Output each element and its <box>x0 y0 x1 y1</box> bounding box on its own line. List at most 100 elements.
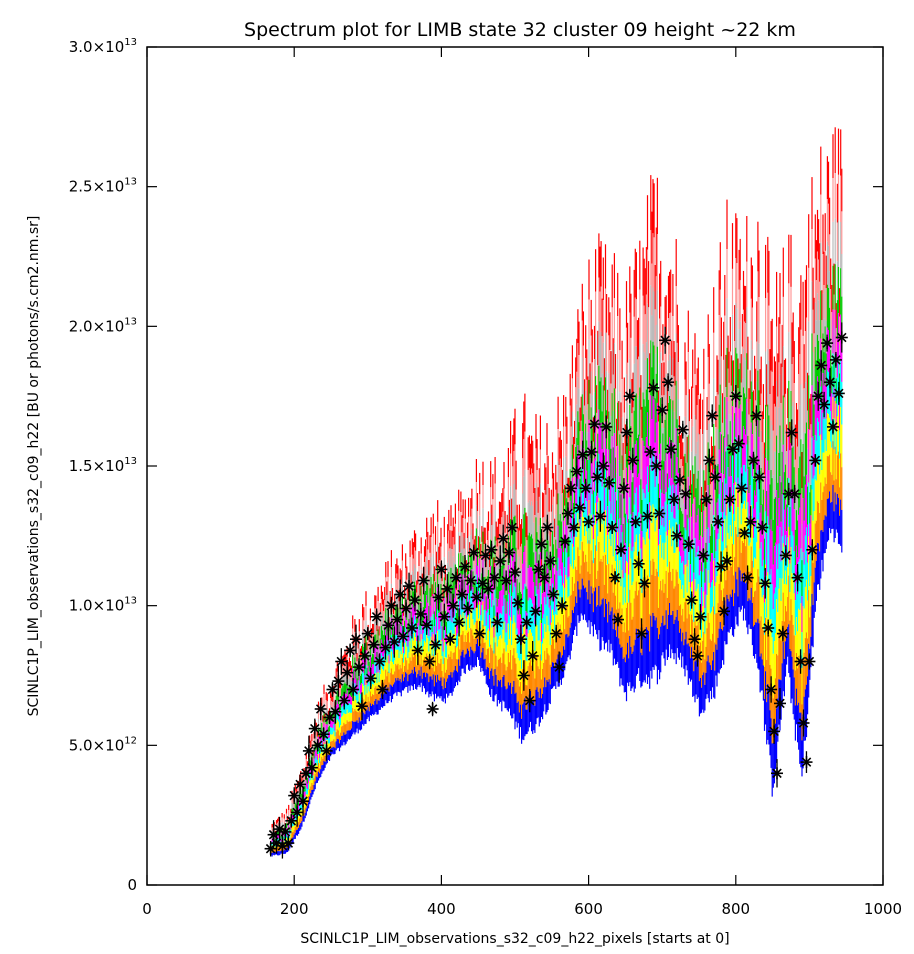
star-marker <box>547 588 560 601</box>
star-marker <box>341 666 354 679</box>
star-marker <box>668 493 680 506</box>
star-marker <box>591 471 604 484</box>
star-marker <box>700 493 713 506</box>
star-marker <box>550 627 563 640</box>
star-marker <box>735 482 748 495</box>
star-marker <box>556 599 569 612</box>
star-marker <box>491 616 504 629</box>
star-marker <box>688 633 701 646</box>
star-marker <box>609 571 622 584</box>
star-marker <box>514 633 527 646</box>
chart-title: Spectrum plot for LIMB state 32 cluster … <box>244 19 796 41</box>
star-marker <box>500 574 513 587</box>
star-marker <box>691 649 704 662</box>
star-marker <box>376 683 389 696</box>
star-marker <box>411 644 424 657</box>
star-marker <box>721 555 733 567</box>
star-marker <box>388 636 401 648</box>
star-marker <box>641 510 654 523</box>
star-marker <box>453 616 466 629</box>
star-marker <box>756 521 769 534</box>
star-marker <box>759 577 772 590</box>
star-marker <box>670 529 683 542</box>
star-marker <box>509 566 521 579</box>
star-marker <box>329 705 342 718</box>
star-marker <box>535 538 548 551</box>
star-marker <box>326 683 339 696</box>
star-marker <box>279 825 292 838</box>
star-marker <box>656 404 669 417</box>
star-marker <box>615 543 627 556</box>
star-marker <box>665 443 677 456</box>
star-marker <box>703 454 716 467</box>
star-marker <box>673 474 686 486</box>
star-marker <box>323 711 336 724</box>
star-marker <box>753 471 766 484</box>
star-marker <box>559 535 571 548</box>
star-marker <box>582 515 595 528</box>
star-marker <box>709 471 722 484</box>
star-marker <box>579 482 592 495</box>
star-marker <box>497 532 510 545</box>
star-marker <box>488 571 501 584</box>
star-marker <box>494 555 507 567</box>
star-marker <box>467 546 480 559</box>
star-marker <box>441 582 454 595</box>
star-marker <box>750 409 763 422</box>
star-marker <box>526 649 539 662</box>
star-marker <box>320 744 333 757</box>
star-marker <box>358 649 371 662</box>
star-marker <box>332 675 345 688</box>
star-marker <box>603 476 616 489</box>
star-marker <box>335 655 348 668</box>
star-marker <box>438 610 451 623</box>
star-marker <box>370 610 383 623</box>
star-marker <box>353 661 365 674</box>
star-marker <box>747 454 760 467</box>
star-marker <box>379 641 392 654</box>
star-marker <box>408 594 421 607</box>
star-marker <box>373 655 386 668</box>
star-marker <box>414 608 427 620</box>
star-marker <box>694 610 707 623</box>
star-marker <box>597 460 610 472</box>
star-marker <box>367 638 380 651</box>
star-marker <box>308 722 321 735</box>
star-marker <box>588 418 601 431</box>
star-marker <box>382 619 395 632</box>
star-marker <box>676 423 689 436</box>
star-marker <box>632 557 645 570</box>
star-marker <box>567 521 580 534</box>
star-marker <box>482 582 495 595</box>
star-marker <box>485 543 498 556</box>
star-marker <box>447 599 460 612</box>
star-marker <box>403 580 415 593</box>
star-marker <box>732 437 745 450</box>
star-marker <box>364 672 377 685</box>
star-marker <box>594 510 607 523</box>
star-marker <box>638 577 651 590</box>
star-marker <box>626 454 639 467</box>
star-marker <box>503 546 516 559</box>
star-marker <box>606 521 619 534</box>
star-marker <box>538 571 551 584</box>
star-marker <box>344 644 357 657</box>
star-marker <box>444 633 457 646</box>
star-marker-series <box>264 322 848 859</box>
star-marker <box>429 638 442 651</box>
star-marker <box>470 591 483 604</box>
star-marker <box>282 837 295 850</box>
star-marker <box>523 694 536 707</box>
star-marker <box>423 655 436 668</box>
star-marker <box>391 613 404 626</box>
star-marker <box>520 616 533 629</box>
star-marker <box>635 627 648 640</box>
star-marker <box>718 605 730 618</box>
star-marker <box>517 669 530 682</box>
star-marker <box>456 588 468 601</box>
star-marker <box>273 823 286 836</box>
star-marker <box>765 683 778 696</box>
star-marker <box>464 574 477 587</box>
star-marker <box>338 694 351 707</box>
